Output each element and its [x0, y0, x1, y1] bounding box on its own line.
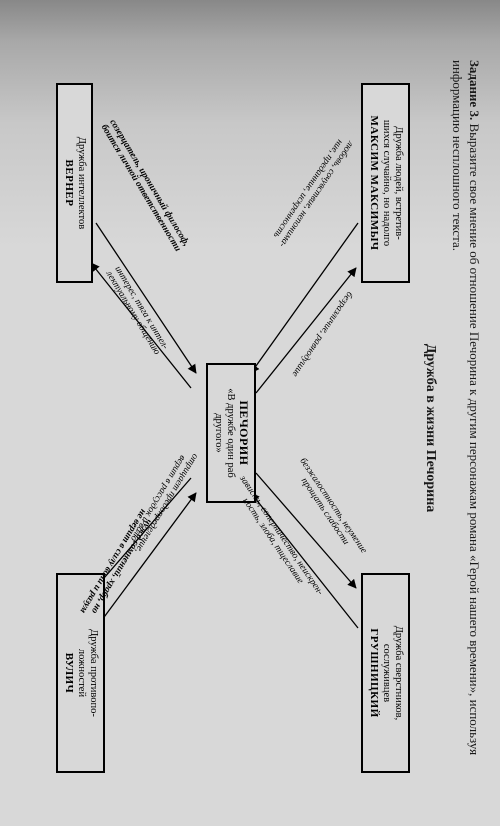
node-maximych-sub: Дружба людей, встретив- шихся случайно, …	[380, 91, 404, 275]
pechorin-friendship-diagram: ПЕЧОРИН «В дружбе один раб другого» Друж…	[26, 73, 416, 783]
edge-tr-in: безжалостность, неумение прощать слабост…	[289, 457, 368, 561]
task-label: Задание 3.	[467, 60, 482, 120]
node-pechorin-quote: «В дружбе один раб другого»	[212, 371, 236, 495]
node-grushnitsky-sub: Дружба сверстников, сослуживцев	[380, 581, 404, 765]
node-werner-title: ВЕРНЕР	[62, 91, 75, 275]
node-werner: Дружба интеллектов ВЕРНЕР	[56, 83, 93, 283]
node-grushnitsky-title: ГРУШНИЦКИЙ	[367, 581, 380, 765]
node-grushnitsky: Дружба сверстников, сослуживцев ГРУШНИЦК…	[361, 573, 410, 773]
edge-br-in: отрицает предопределение, верит в рассуд…	[123, 446, 199, 554]
task-header: Задание 3. Выразите свое мнение об отнош…	[448, 60, 482, 796]
section-title: Дружба в жизни Печорина	[422, 60, 438, 796]
node-maximych: Дружба людей, встретив- шихся случайно, …	[361, 83, 410, 283]
node-maximych-title: МАКСИМ МАКСИМЫЧ	[367, 91, 380, 275]
edge-tl-out: любовь, сочувствие, непонима- ние, преда…	[268, 133, 355, 248]
edge-bl-in: интерес, тяга к интел- лектуальному обще…	[103, 265, 169, 357]
task-text: Выразите свое мнение об отношение Печори…	[450, 60, 482, 755]
node-vulich-title: ВУЛИЧ	[62, 581, 75, 765]
edge-tl-in: безразличие, равнодушие	[289, 289, 354, 378]
node-werner-sub: Дружба интеллектов	[75, 91, 87, 275]
edge-bl-out: созерцатель, ироничный философ, боится л…	[98, 118, 190, 254]
